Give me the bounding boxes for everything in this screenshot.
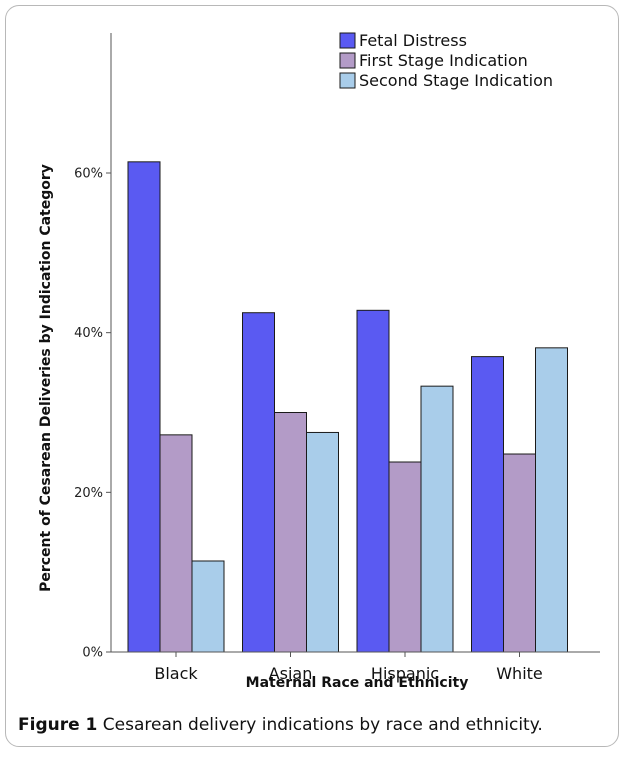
x-axis-title: Maternal Race and Ethnicity [246, 675, 469, 691]
bar [159, 434, 193, 653]
legend-swatch [339, 72, 356, 89]
bar [503, 453, 536, 653]
bar [535, 347, 568, 653]
bar [306, 431, 339, 653]
x-tick-label: Hispanic [371, 664, 439, 683]
y-tick-label: 40% [74, 326, 103, 341]
y-tick-label: 0% [82, 646, 103, 661]
y-tick-label: 60% [74, 167, 103, 182]
x-axis: Black Asian Hispanic White [111, 651, 600, 683]
figure-caption-text: Cesarean delivery indications by race an… [97, 715, 543, 735]
x-tick-label: White [496, 664, 543, 683]
y-tick-label: 20% [74, 486, 103, 501]
bar [191, 560, 225, 653]
legend-swatch [339, 52, 356, 69]
x-tick-label: Asian [269, 664, 313, 683]
bar [388, 461, 422, 653]
legend-swatch [339, 32, 356, 49]
bar [356, 309, 390, 653]
bar [471, 356, 504, 653]
bar [274, 412, 307, 653]
legend-label: First Stage Indication [359, 51, 528, 70]
bars-group [127, 161, 568, 653]
legend-label: Second Stage Indication [359, 71, 553, 90]
bar [242, 312, 275, 653]
figure-caption: Figure 1 Cesarean delivery indications b… [18, 715, 618, 735]
x-tick-label: Black [154, 664, 198, 683]
bar [127, 161, 161, 653]
bar [420, 385, 454, 653]
legend-label: Fetal Distress [359, 31, 467, 50]
y-axis: 0% 20% 40% 60% [74, 33, 112, 661]
y-axis-title: Percent of Cesarean Deliveries by Indica… [38, 164, 54, 592]
figure-label: Figure 1 [18, 715, 98, 735]
